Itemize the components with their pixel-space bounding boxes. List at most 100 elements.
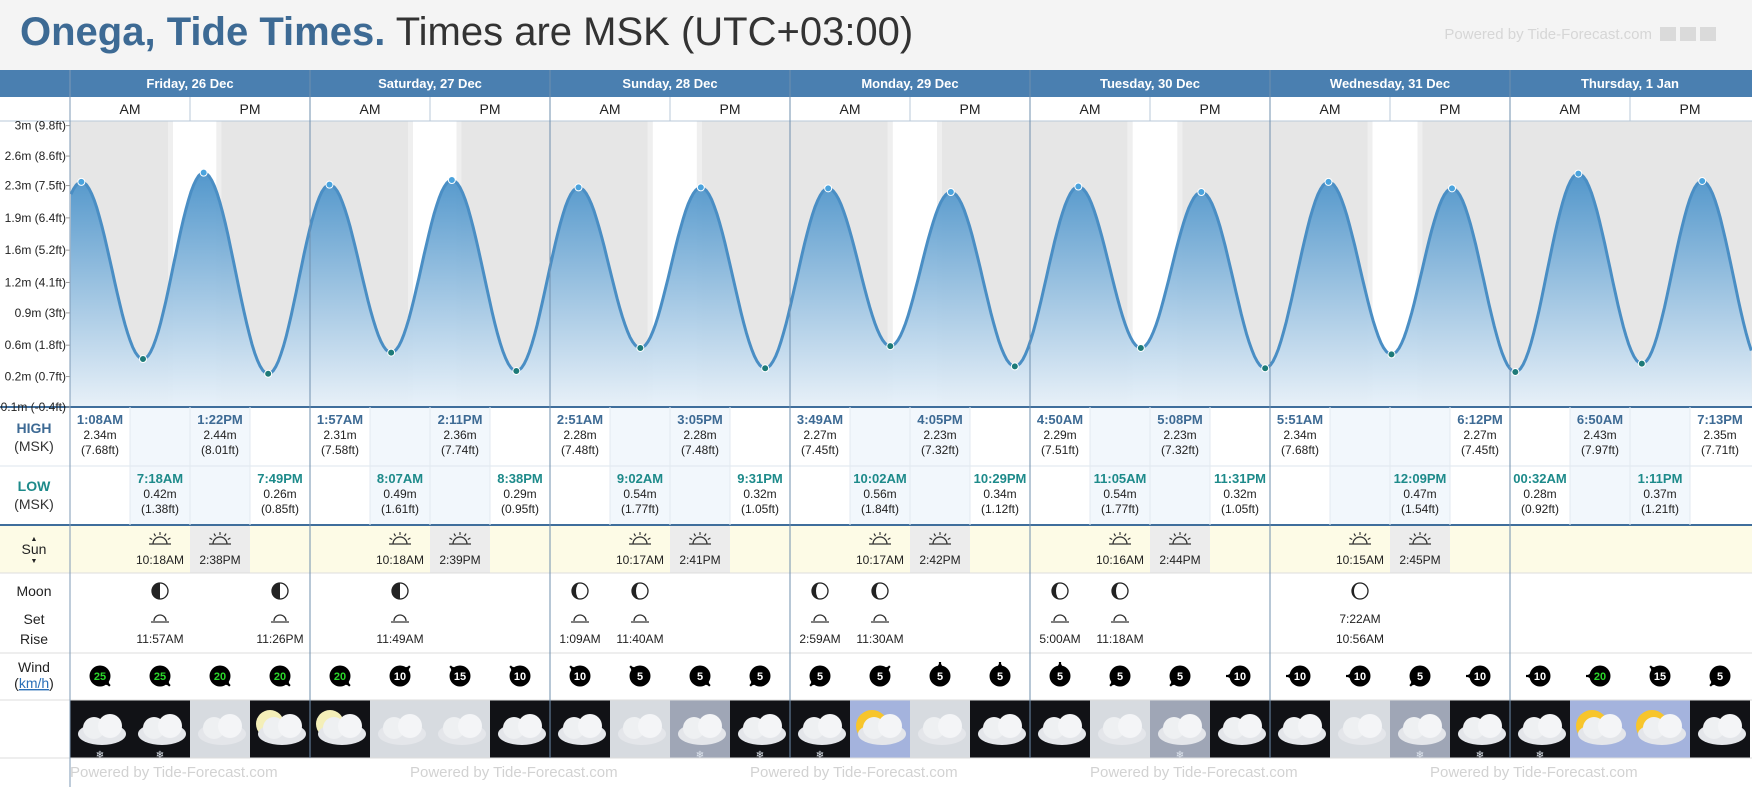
low-tide-height-m: 0.34m	[983, 487, 1016, 501]
moon-arc	[273, 614, 287, 622]
wind-disc	[269, 665, 291, 687]
location-title: Onega, Tide Times.	[20, 10, 386, 54]
low-tide-time: 7:49PM	[257, 471, 303, 486]
moonrise-icon	[811, 614, 829, 623]
cloudy-icon	[910, 700, 970, 758]
powered-by-text: Powered by Tide-Forecast.com	[1444, 26, 1652, 43]
wind-direction-icon	[209, 665, 231, 687]
sun-arc	[1112, 536, 1128, 545]
sun-ray	[883, 533, 887, 537]
high-tide-point	[1074, 182, 1083, 191]
wind-speed: 5	[757, 671, 763, 683]
wind-disc	[749, 665, 771, 687]
wind-direction-icon	[89, 665, 111, 687]
sun-ray	[707, 537, 711, 541]
moon-shadow	[1052, 583, 1060, 599]
cloud-icon	[1118, 714, 1142, 738]
sun-arc	[452, 536, 468, 545]
low-tide-height-m: 0.42m	[143, 487, 176, 501]
low-tide-height-m: 0.28m	[1523, 487, 1556, 501]
sun-cloud-icon	[1630, 700, 1690, 758]
moonrise-time: 5:00AM	[1039, 632, 1080, 646]
wind-unit-link[interactable]: (km/h)	[14, 675, 54, 691]
cloudy-night-snow-icon: ❄	[730, 700, 790, 761]
moonset-time: 11:40AM	[616, 632, 663, 646]
moon-cloud-icon	[250, 700, 310, 758]
wind-direction-icon	[1169, 665, 1191, 687]
snowflake-icon: ❄	[1176, 750, 1184, 761]
y-tick-label: -0.1m (-0.4ft)	[0, 400, 66, 414]
moon-cloud-icon	[310, 700, 370, 758]
y-tick-label: 2.6m (8.6ft)	[5, 149, 66, 163]
wind-disc	[1169, 665, 1191, 687]
high-tide-height-m: 2.34m	[83, 428, 116, 442]
sun-ray	[1169, 537, 1173, 541]
high-tide-height-m: 2.35m	[1703, 428, 1736, 442]
wind-direction-icon	[1226, 665, 1251, 687]
low-tide-point	[1136, 343, 1145, 352]
cloud-icon	[1658, 714, 1682, 738]
wind-speed: 5	[937, 671, 943, 683]
low-tide-time: 10:02AM	[853, 471, 906, 486]
low-tide-point	[1261, 364, 1270, 373]
twilight-shade	[1127, 121, 1133, 407]
cloudy-snow-icon: ❄	[670, 700, 730, 761]
high-tide-height-m: 2.36m	[443, 428, 476, 442]
low-tide-height-m: 0.47m	[1403, 487, 1436, 501]
cloud-icon	[1298, 714, 1322, 738]
am-label: AM	[1560, 101, 1581, 117]
date-band	[0, 70, 1752, 97]
cloudy-icon	[1330, 700, 1390, 758]
am-label: AM	[1320, 101, 1341, 117]
high-tide-height-ft: (7.74ft)	[441, 443, 479, 457]
high-row-title: HIGH	[17, 420, 52, 436]
wind-direction-icon	[749, 665, 771, 687]
high-tide-height-m: 2.28m	[683, 428, 716, 442]
high-tide-height-ft: (7.45ft)	[801, 443, 839, 457]
moonset-time: 11:57AM	[136, 632, 183, 646]
low-tide-time: 9:31PM	[737, 471, 783, 486]
day-label: Friday, 26 Dec	[146, 76, 233, 91]
day-label: Monday, 29 Dec	[861, 76, 958, 91]
sun-arc	[632, 536, 648, 545]
wind-speed: 10	[1354, 671, 1366, 683]
high-tide-point	[1448, 184, 1456, 193]
low-row-subtitle: (MSK)	[14, 496, 54, 512]
moonset-time: 10:56AM	[1336, 632, 1384, 646]
twilight-shade	[408, 121, 413, 407]
cloud-icon	[158, 714, 182, 738]
sun-ray	[213, 533, 217, 537]
cloudy-night-icon	[490, 700, 550, 758]
cloudy-night-icon	[970, 700, 1030, 758]
snowflake-icon: ❄	[696, 750, 704, 761]
wind-direction-icon	[989, 662, 1011, 687]
moonrise-time: 7:22AM	[1339, 612, 1380, 626]
wind-direction-icon	[449, 665, 471, 687]
wind-speed: 20	[214, 671, 226, 683]
cloudy-icon	[190, 700, 250, 758]
high-tide-time: 3:05PM	[677, 412, 723, 427]
low-tide-time: 7:18AM	[137, 471, 183, 486]
high-tide-time: 1:57AM	[317, 412, 363, 427]
wind-speed: 5	[1177, 671, 1183, 683]
waning-crescent-moon-icon	[631, 582, 649, 600]
wind-speed: 10	[574, 671, 586, 683]
am-label: AM	[840, 101, 861, 117]
sunset-icon	[1409, 532, 1431, 545]
high-tide-height-m: 2.44m	[203, 428, 236, 442]
sunrise-icon	[629, 532, 651, 545]
low-tide-point	[1637, 359, 1646, 368]
waning-crescent-moon-icon	[1051, 582, 1069, 600]
waning-crescent-moon-icon	[1111, 582, 1129, 600]
sunset-time: 2:45PM	[1399, 553, 1440, 567]
day-label: Thursday, 1 Jan	[1581, 76, 1679, 91]
high-tide-height-ft: (7.45ft)	[1461, 443, 1499, 457]
sun-arc	[1412, 536, 1428, 545]
cloud-icon	[458, 714, 482, 738]
cloudy-night-icon	[550, 700, 610, 758]
cloudy-icon	[430, 700, 490, 758]
sun-ray	[1173, 533, 1177, 537]
wind-disc	[1529, 665, 1551, 687]
am-label: AM	[120, 101, 141, 117]
wind-direction-icon	[269, 665, 291, 687]
